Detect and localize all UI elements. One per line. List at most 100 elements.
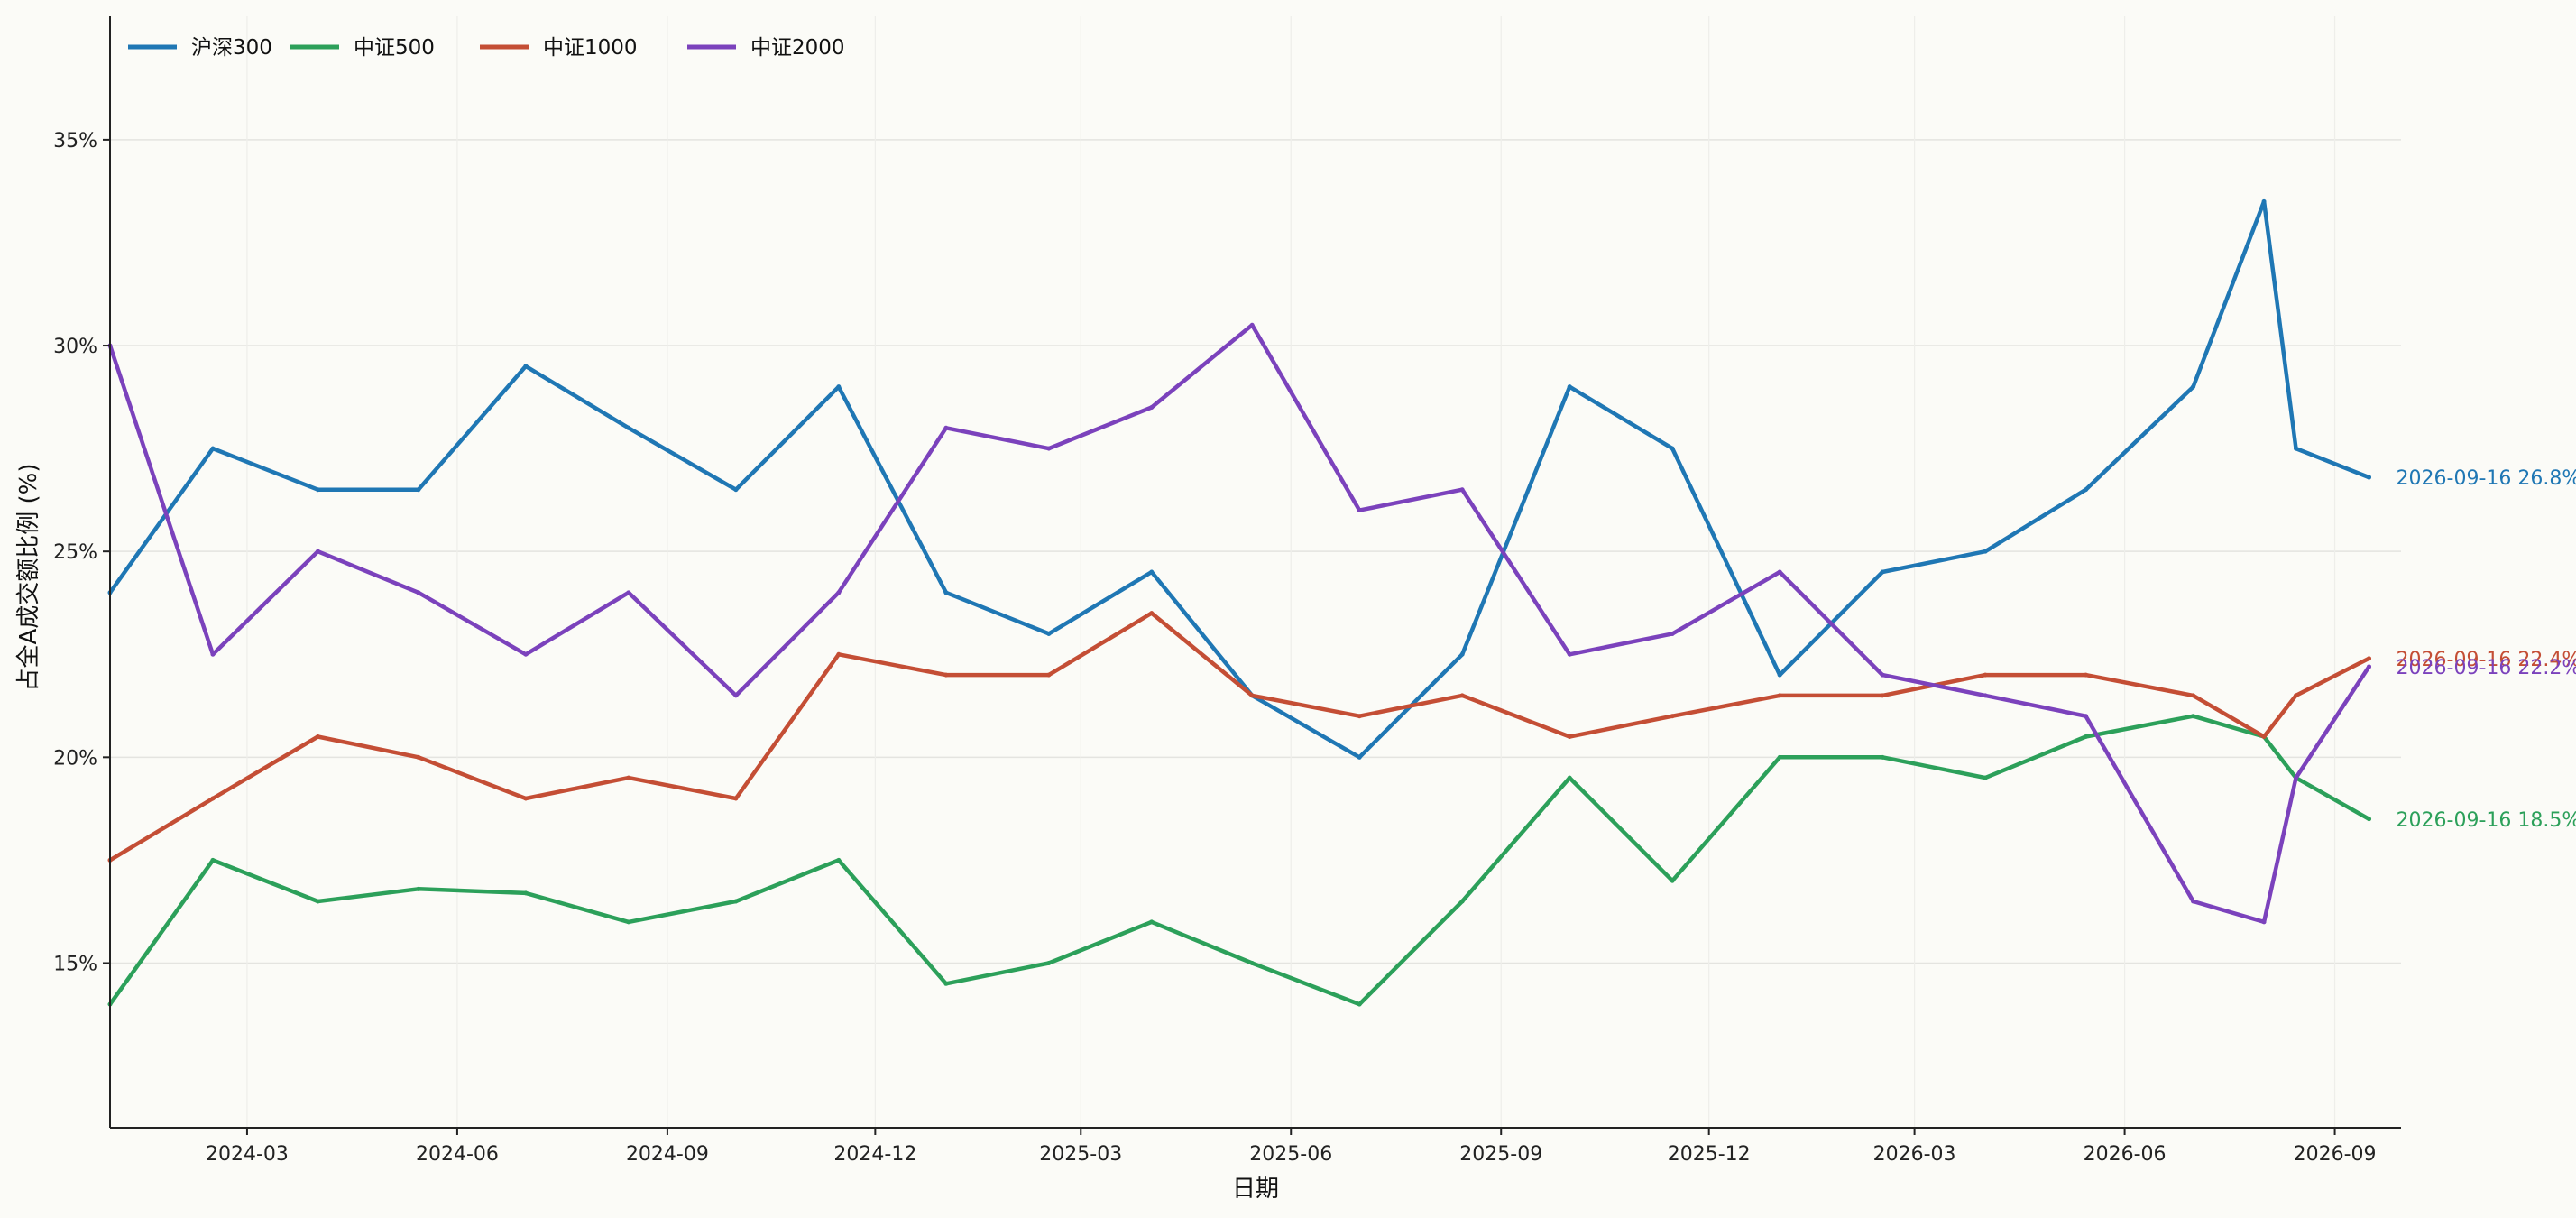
data-point-series-4 <box>2261 919 2267 925</box>
data-point-series-1 <box>2084 487 2089 493</box>
legend-label: 中证2000 <box>750 36 845 60</box>
data-point-series-3 <box>2191 693 2196 698</box>
data-point-series-1 <box>1567 384 1572 390</box>
x-tick-label: 2025-12 <box>1668 1143 1751 1166</box>
data-point-series-4 <box>943 425 949 430</box>
data-point-series-3 <box>1777 693 1782 698</box>
data-point-series-2 <box>210 857 216 863</box>
data-point-series-2 <box>2191 714 2196 719</box>
data-point-series-3 <box>2294 693 2299 698</box>
data-point-series-2 <box>943 981 949 986</box>
x-tick-label: 2026-06 <box>2084 1143 2167 1166</box>
x-tick-label: 2026-03 <box>1873 1143 1956 1166</box>
data-point-series-4 <box>2191 899 2196 904</box>
data-point-series-2 <box>416 886 421 891</box>
y-tick-label: 25% <box>53 541 97 564</box>
data-point-series-1 <box>1983 549 1988 554</box>
series-line-1 <box>107 199 2371 760</box>
data-point-series-2 <box>1567 775 1572 780</box>
data-point-series-3 <box>2084 672 2089 678</box>
x-tick-label: 2024-09 <box>626 1143 709 1166</box>
data-point-series-1 <box>2294 446 2299 451</box>
data-point-series-3 <box>626 775 631 780</box>
data-point-series-3 <box>1880 693 1885 698</box>
data-point-series-3 <box>1459 693 1465 698</box>
series-line-3 <box>107 611 2371 863</box>
data-point-series-3 <box>1149 611 1155 616</box>
data-point-series-1 <box>210 446 216 451</box>
data-point-series-4 <box>626 590 631 595</box>
data-point-series-4 <box>1983 693 1988 698</box>
data-point-series-1 <box>1670 446 1675 451</box>
data-point-series-1 <box>1149 569 1155 575</box>
data-point-series-4 <box>1880 672 1885 678</box>
data-point-series-1 <box>836 384 842 390</box>
y-tick-label: 15% <box>53 953 97 975</box>
data-point-series-2 <box>523 890 529 896</box>
x-tick-label: 2025-09 <box>1459 1143 1542 1166</box>
data-point-series-1 <box>315 487 320 493</box>
data-point-series-3 <box>2261 734 2267 740</box>
end-label-text: 2026-09-16 18.5% <box>2397 809 2576 832</box>
data-point-series-4 <box>1567 651 1572 657</box>
x-tick-label: 2025-03 <box>1039 1143 1122 1166</box>
data-point-series-1 <box>1880 569 1885 575</box>
data-point-series-4 <box>733 693 739 698</box>
data-point-series-2 <box>1046 960 1052 965</box>
legend-label: 沪深300 <box>191 36 272 60</box>
data-point-series-2 <box>1983 775 1988 780</box>
data-point-series-4 <box>1777 569 1782 575</box>
data-point-series-4 <box>1149 404 1155 410</box>
y-tick-label: 20% <box>53 747 97 770</box>
data-point-series-3 <box>1670 714 1675 719</box>
data-point-series-1 <box>1046 631 1052 636</box>
data-point-series-4 <box>1357 508 1362 513</box>
data-point-series-4 <box>210 651 216 657</box>
data-point-series-1 <box>2191 384 2196 390</box>
data-point-series-4 <box>523 651 529 657</box>
x-tick-label: 2024-12 <box>833 1143 916 1166</box>
data-point-series-2 <box>836 857 842 863</box>
data-point-series-3 <box>416 754 421 760</box>
data-point-series-1 <box>523 364 529 369</box>
data-point-series-2 <box>1249 960 1255 965</box>
y-tick-label: 30% <box>53 336 97 358</box>
data-point-series-2 <box>1880 754 1885 760</box>
legend: 沪深300 中证500 中证1000 中证2000 <box>128 36 845 60</box>
data-point-series-4 <box>1459 487 1465 493</box>
data-point-series-4 <box>2084 714 2089 719</box>
series-lines <box>107 198 2372 1007</box>
data-point-series-3 <box>523 796 529 801</box>
plot-background <box>110 16 2401 1128</box>
x-tick-label: 2026-09 <box>2294 1143 2377 1166</box>
data-point-series-2 <box>626 919 631 925</box>
data-point-series-2 <box>2367 817 2372 822</box>
x-tick-label: 2025-06 <box>1249 1143 1332 1166</box>
data-point-series-4 <box>315 549 320 554</box>
legend-label: 中证500 <box>354 36 435 60</box>
series-line-4 <box>107 322 2371 925</box>
data-point-series-3 <box>210 796 216 801</box>
data-point-series-2 <box>2084 734 2089 740</box>
x-tick-label: 2024-06 <box>416 1143 499 1166</box>
data-point-series-1 <box>416 487 421 493</box>
data-point-series-3 <box>943 672 949 678</box>
data-point-series-3 <box>2367 656 2372 661</box>
data-point-series-3 <box>1567 734 1572 740</box>
data-point-series-2 <box>733 899 739 904</box>
end-label-text: 2026-09-16 22.4% <box>2397 649 2576 671</box>
x-axis-ticks: 2024-03 2024-06 2024-09 2024-12 2025-03 2025-… <box>206 1128 2377 1166</box>
data-point-series-2 <box>1149 919 1155 925</box>
data-point-series-2 <box>315 899 320 904</box>
y-axis-ticks: 15% 20% 25% 30% 35% <box>53 130 110 975</box>
y-tick-label: 35% <box>53 130 97 152</box>
data-point-series-3 <box>1249 693 1255 698</box>
data-point-series-1 <box>2261 198 2267 204</box>
end-label-text: 2026-09-16 22.2% <box>2397 657 2576 679</box>
data-point-series-1 <box>943 590 949 595</box>
data-point-series-1 <box>626 425 631 430</box>
legend-label: 中证1000 <box>543 36 638 60</box>
x-axis-label: 日期 <box>1232 1176 1279 1203</box>
grid-lines <box>110 16 2401 1128</box>
